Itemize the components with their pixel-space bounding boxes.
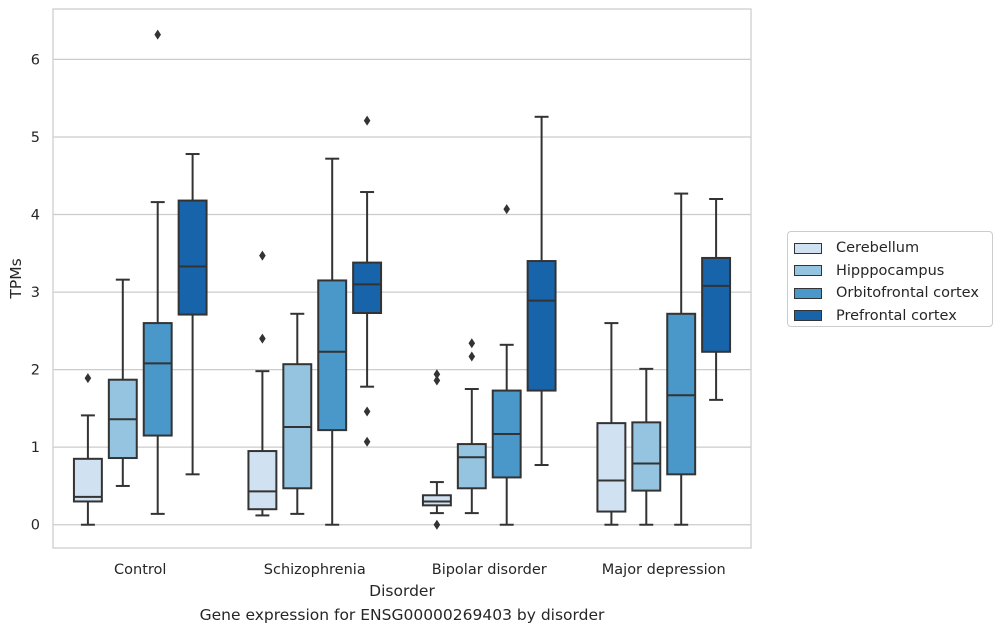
iqr-box bbox=[72, 457, 103, 503]
legend-label: Cerebellum bbox=[836, 240, 920, 257]
y-tick-label: 5 bbox=[31, 130, 40, 146]
iqr-box bbox=[352, 261, 383, 315]
legend-label: Hipppocampus bbox=[836, 262, 945, 279]
outlier-point bbox=[259, 250, 266, 261]
x-tick-label: Schizophrenia bbox=[264, 562, 366, 578]
box-1-2 bbox=[456, 338, 487, 515]
box-2-0 bbox=[142, 29, 173, 515]
iqr-box bbox=[177, 199, 208, 316]
box-1-3 bbox=[631, 367, 662, 526]
y-tick-label: 6 bbox=[31, 52, 40, 68]
box-1-0 bbox=[107, 278, 138, 487]
outlier-point bbox=[363, 436, 371, 447]
x-axis-label: Disorder bbox=[369, 582, 435, 600]
iqr-box bbox=[526, 260, 557, 392]
outlier-point bbox=[503, 204, 510, 215]
outlier-point bbox=[84, 373, 92, 384]
box-0-1 bbox=[247, 250, 278, 517]
legend-item-cerebellum: Cerebellum bbox=[794, 237, 992, 260]
iqr-box bbox=[456, 443, 487, 490]
box-2-3 bbox=[666, 192, 697, 526]
y-tick-label: 0 bbox=[31, 518, 40, 534]
legend-label: Prefrontal cortex bbox=[836, 307, 957, 324]
legend-item-prefrontal-cortex: Prefrontal cortex bbox=[794, 305, 992, 328]
iqr-box bbox=[142, 322, 173, 437]
x-tick-label: Control bbox=[114, 562, 166, 578]
legend: Cerebellum Hipppocampus Orbitofrontal co… bbox=[787, 231, 993, 327]
x-tick-labels: Control Schizophrenia Bipolar disorder Majo… bbox=[114, 562, 726, 578]
outlier-point bbox=[363, 406, 371, 417]
outlier-point bbox=[433, 519, 441, 530]
outlier-point bbox=[363, 115, 371, 126]
y-tick-label: 3 bbox=[31, 285, 40, 301]
legend-item-hippocampus: Hipppocampus bbox=[794, 260, 992, 283]
x-tick-label: Major depression bbox=[602, 562, 726, 578]
box-0-0 bbox=[72, 373, 103, 526]
boxes bbox=[72, 29, 732, 530]
box-2-2 bbox=[491, 204, 522, 526]
iqr-box bbox=[666, 312, 697, 476]
legend-label: Orbitofrontal cortex bbox=[836, 285, 979, 302]
iqr-box bbox=[247, 450, 278, 511]
box-0-3 bbox=[596, 322, 627, 526]
legend-swatch bbox=[794, 287, 822, 299]
legend-swatch bbox=[794, 242, 822, 254]
y-tick-labels: 0 1 2 3 4 5 6 bbox=[31, 52, 40, 533]
legend-swatch bbox=[794, 265, 822, 277]
outlier-point bbox=[468, 338, 476, 349]
box-1-1 bbox=[282, 312, 313, 515]
outlier-point bbox=[259, 333, 266, 344]
iqr-box bbox=[701, 256, 732, 353]
outlier-point bbox=[433, 375, 441, 386]
box-0-2 bbox=[421, 369, 452, 530]
box-3-0 bbox=[177, 153, 208, 476]
iqr-box bbox=[317, 279, 348, 432]
legend-swatch bbox=[794, 310, 822, 322]
figure-caption: Gene expression for ENSG00000269403 by d… bbox=[199, 606, 605, 624]
iqr-box bbox=[421, 494, 452, 507]
plot-frame bbox=[52, 8, 752, 549]
iqr-box bbox=[631, 421, 662, 492]
y-tick-label: 2 bbox=[31, 363, 40, 379]
y-axis-label: TPMs bbox=[7, 258, 25, 299]
box-3-3 bbox=[701, 198, 732, 401]
box-2-1 bbox=[317, 157, 348, 526]
outlier-point bbox=[468, 351, 476, 362]
box-3-1 bbox=[352, 115, 383, 447]
legend-item-orbitofrontal-cortex: Orbitofrontal cortex bbox=[794, 282, 992, 305]
x-tick-label: Bipolar disorder bbox=[432, 562, 547, 578]
box-3-2 bbox=[526, 115, 557, 467]
outlier-point bbox=[433, 369, 441, 380]
y-tick-label: 1 bbox=[31, 440, 40, 456]
outlier-point bbox=[154, 29, 161, 40]
iqr-box bbox=[596, 422, 627, 513]
y-tick-label: 4 bbox=[31, 208, 40, 224]
